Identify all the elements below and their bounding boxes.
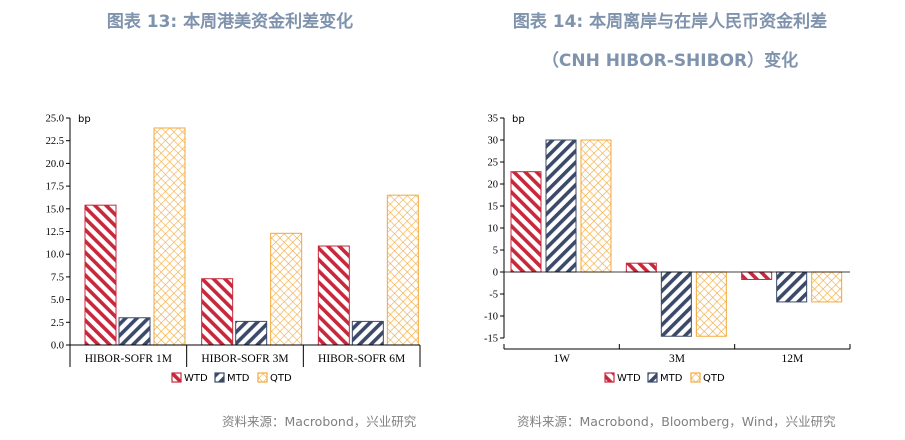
bar-mtd-1w: [545, 139, 577, 273]
bar-wtd-hibor-sofr-1m: [84, 204, 117, 346]
bar-qtd-1w: [580, 139, 612, 273]
legend-label-qtd: QTD: [703, 373, 725, 384]
y-tick-label: -15: [484, 334, 498, 345]
y-tick-label: 10: [488, 224, 499, 235]
legend-label-mtd: MTD: [660, 373, 683, 384]
legend-swatch-mtd: [647, 372, 658, 383]
legend-swatch-wtd: [604, 372, 615, 383]
bar-mtd-3m: [660, 271, 692, 337]
x-tick-label-hibor-sofr-6m: HIBOR-SOFR 6M: [318, 353, 405, 365]
legend-label-wtd: WTD: [184, 373, 208, 384]
bar-wtd-hibor-sofr-3m: [201, 278, 234, 346]
y-tick-label: 12.5: [46, 227, 64, 238]
bar-qtd-hibor-sofr-6m: [386, 194, 419, 346]
bar-wtd-12m: [741, 271, 773, 280]
y-tick-label: 35: [488, 114, 499, 125]
y-tick-label: 5: [493, 246, 498, 257]
legend-label-qtd: QTD: [270, 373, 292, 384]
left-chart-title: 图表 13: 本周港美资金利差变化: [106, 12, 354, 32]
right-chart-title-line2: （CNH HIBOR-SHIBOR）变化: [541, 51, 799, 71]
x-tick-label-hibor-sofr-3m: HIBOR-SOFR 3M: [201, 353, 288, 365]
y-tick-label: -5: [489, 290, 498, 301]
y-tick-label: -10: [484, 312, 498, 323]
y-tick-label: 2.5: [51, 318, 64, 329]
y-unit-label: bp: [512, 114, 525, 125]
bar-qtd-12m: [811, 271, 843, 303]
left-source: 资料来源：Macrobond，兴业研究: [222, 414, 417, 429]
y-tick-label: 30: [488, 136, 499, 147]
legend-label-wtd: WTD: [617, 373, 641, 384]
x-tick-label-hibor-sofr-1m: HIBOR-SOFR 1M: [85, 353, 172, 365]
legend-swatch-mtd: [214, 372, 225, 383]
bar-qtd-3m: [695, 271, 727, 337]
bar-wtd-hibor-sofr-6m: [317, 245, 350, 346]
y-tick-label: 0: [493, 268, 498, 279]
legend-swatch-qtd: [257, 372, 268, 383]
x-tick-label-3m: 3M: [669, 353, 685, 365]
y-tick-label: 15.0: [46, 204, 64, 215]
bar-wtd-1w: [510, 171, 542, 273]
bar-qtd-hibor-sofr-3m: [270, 232, 303, 346]
legend-label-mtd: MTD: [227, 373, 250, 384]
bar-wtd-3m: [625, 262, 657, 273]
bar-mtd-12m: [776, 271, 808, 303]
y-tick-label: 20.0: [46, 159, 64, 170]
y-tick-label: 5.0: [51, 295, 64, 306]
y-unit-label: bp: [78, 114, 91, 125]
right-chart-title-line1: 图表 14: 本周离岸与在岸人民币资金利差: [512, 12, 828, 32]
bar-qtd-hibor-sofr-1m: [153, 127, 186, 346]
legend-swatch-qtd: [690, 372, 701, 383]
y-tick-label: 20: [488, 180, 499, 191]
y-tick-label: 0.0: [51, 341, 64, 352]
y-tick-label: 25: [488, 158, 499, 169]
legend-swatch-wtd: [171, 372, 182, 383]
y-tick-label: 10.0: [46, 250, 64, 261]
right-source: 资料来源：Macrobond，Bloomberg，Wind，兴业研究: [517, 414, 836, 429]
y-tick-label: 22.5: [46, 136, 64, 147]
x-tick-label-12m: 12M: [781, 353, 803, 365]
y-tick-label: 25.0: [46, 114, 64, 125]
y-tick-label: 7.5: [51, 272, 64, 283]
x-tick-label-1w: 1W: [553, 353, 570, 365]
y-tick-label: 17.5: [46, 182, 64, 193]
y-tick-label: 15: [488, 202, 499, 213]
